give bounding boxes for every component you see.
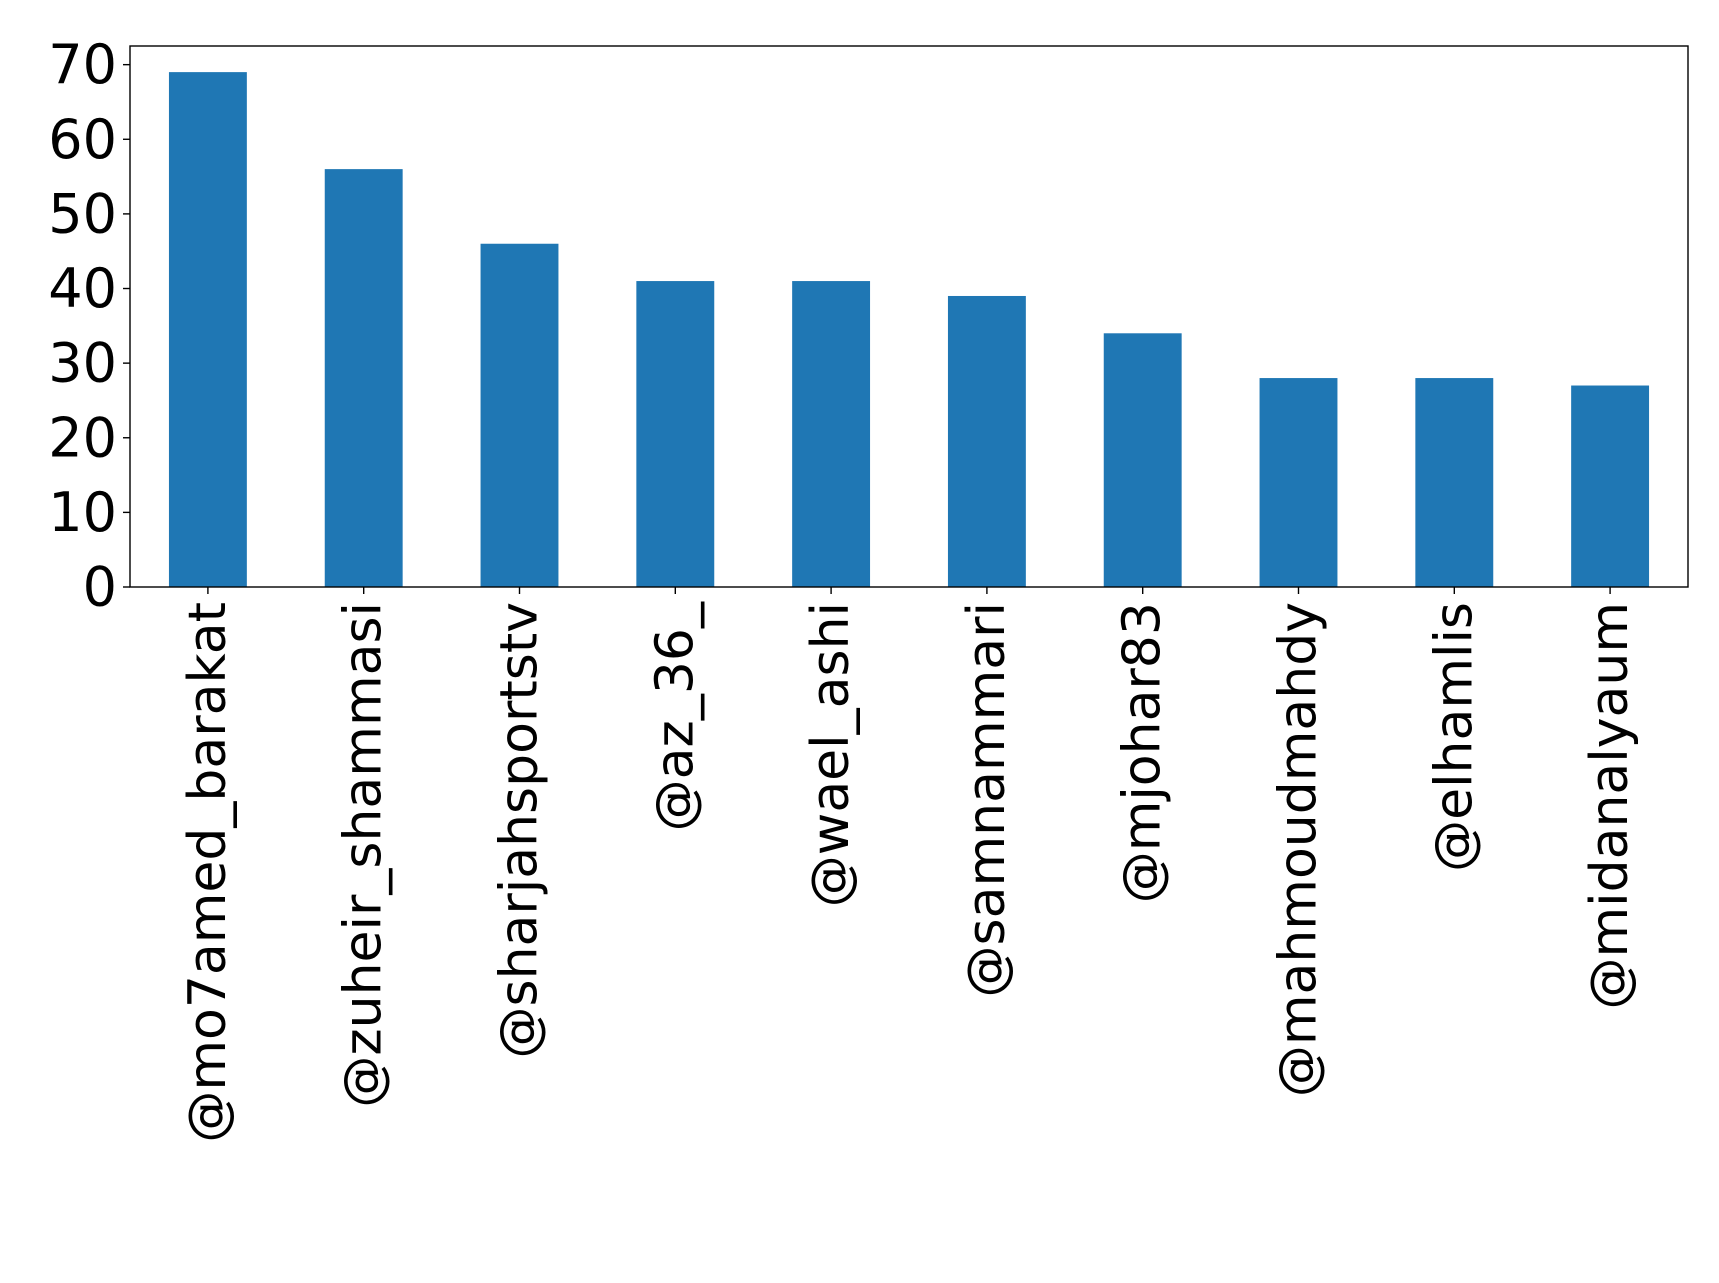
x-category-label: @midanalyaum [1580,602,1640,1010]
x-category-label: @mahmoudmahdy [1269,602,1329,1097]
y-tick-label: 70 [48,33,117,96]
y-axis: 0 10 20 30 40 50 60 70 [48,33,130,619]
bar-sharjahsportstv [480,243,559,588]
bar-mo7amed-barakat [168,72,247,588]
bar-samnammari [947,295,1026,587]
y-tick-label: 60 [48,108,117,171]
bar-zuheir-shammasi [324,169,403,587]
x-category-label: @zuheir_shammasi [334,602,394,1108]
bar-mjohar83 [1103,333,1182,587]
bar-mahmoudmahdy [1259,378,1338,587]
y-tick-label: 0 [83,556,117,619]
bars-layer [168,72,1650,588]
bar-az-36 [636,281,715,587]
x-axis: @mo7amed_barakat @zuheir_shammasi @sharjah… [178,587,1640,1143]
y-tick-label: 10 [48,481,117,544]
bar-elhamlis [1415,378,1494,587]
x-category-label: @mo7amed_barakat [178,602,238,1143]
x-category-label: @sharjahsportstv [490,602,550,1059]
y-tick-label: 30 [48,332,117,395]
x-category-label: @mjohar83 [1113,602,1173,903]
bar-midanalyaum [1571,385,1650,587]
x-category-label: @az_36_ [645,601,705,831]
y-tick-label: 50 [48,182,117,245]
y-tick-label: 40 [48,257,117,320]
x-category-label: @samnammari [957,602,1017,997]
x-category-label: @elhamlis [1424,602,1484,872]
x-category-label: @wael_ashi [801,602,861,907]
plot-area-frame [129,45,1689,588]
y-tick-label: 20 [48,406,117,469]
bar-wael-ashi [792,281,871,587]
